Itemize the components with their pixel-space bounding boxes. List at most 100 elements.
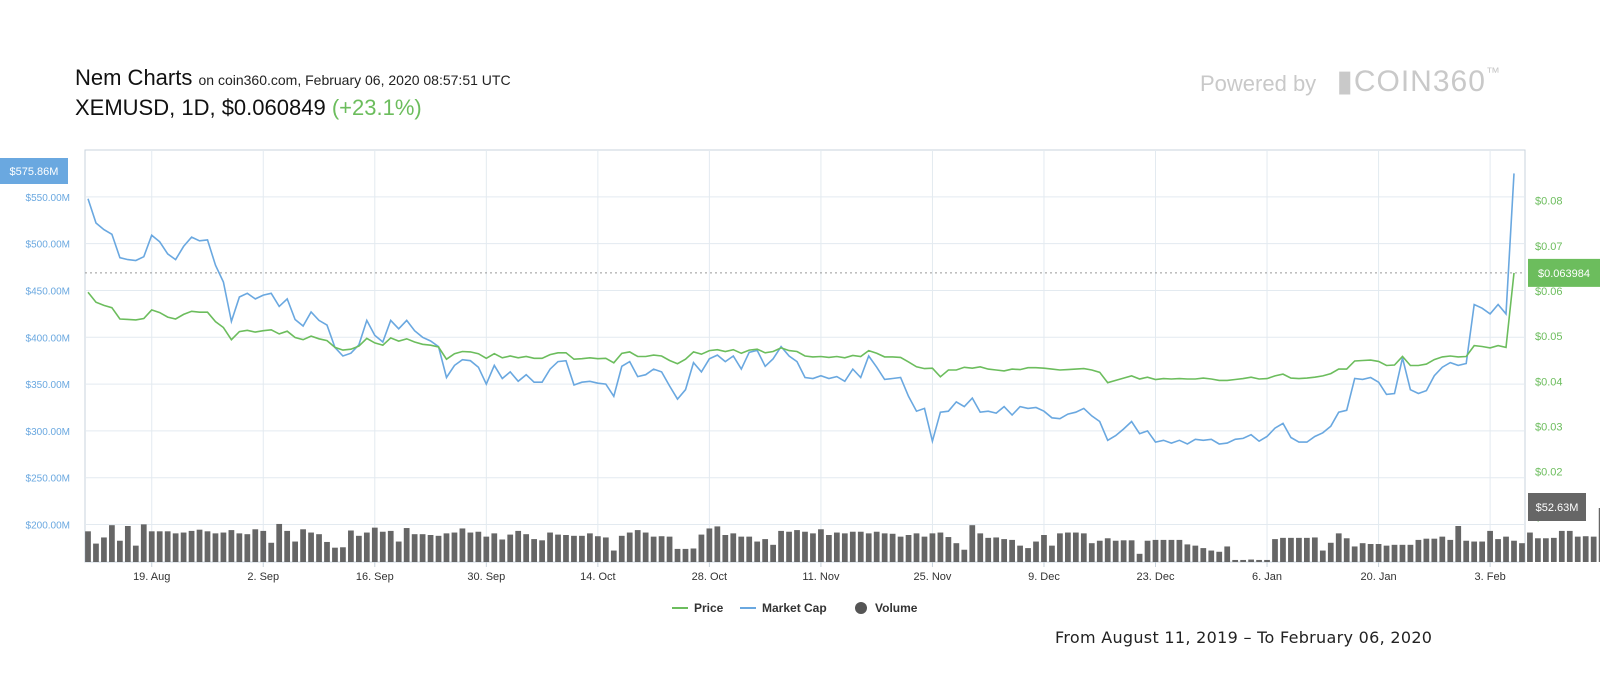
volume-bar: [435, 535, 442, 562]
legend-item-price[interactable]: Price: [672, 601, 724, 615]
volume-bar: [427, 535, 434, 562]
x-tick-label: 11. Nov: [802, 571, 840, 583]
volume-bar: [762, 539, 769, 562]
volume-bar: [594, 536, 601, 562]
volume-bar: [1240, 559, 1247, 562]
volume-bar: [857, 531, 864, 562]
volume-bar: [1550, 537, 1557, 562]
volume-bar: [881, 533, 888, 562]
left-tick-label: $300.00M: [26, 427, 70, 438]
volume-bar: [1025, 548, 1031, 562]
price-line: [87, 272, 1515, 384]
volume-bar: [1184, 544, 1191, 562]
volume-bar: [642, 532, 649, 562]
volume-bar: [730, 533, 737, 562]
volume-bar: [587, 533, 593, 562]
volume-bar: [156, 531, 163, 562]
volume-bar: [873, 531, 880, 562]
volume-bar: [674, 548, 681, 562]
volume-bar: [810, 533, 816, 562]
volume-bar: [722, 535, 729, 562]
price-badge: [1528, 258, 1600, 287]
volume-bar: [1375, 544, 1382, 562]
volume-bar: [316, 534, 322, 562]
volume-bar: [1057, 533, 1063, 562]
volume-bar: [1072, 532, 1079, 562]
volume-bar: [1407, 544, 1414, 562]
market-cap-badge: [0, 158, 68, 184]
volume-bar: [1582, 536, 1589, 562]
volume-bar: [937, 532, 944, 562]
volume-bar: [579, 535, 585, 562]
volume-bar: [1160, 539, 1167, 562]
volume-bar: [188, 530, 195, 562]
volume-bar: [841, 533, 848, 562]
volume-bar: [507, 534, 514, 562]
volume-bar: [786, 531, 792, 562]
volume-bar: [1479, 541, 1486, 562]
volume-bar: [849, 531, 856, 562]
x-tick-label: 28. Oct: [692, 571, 727, 583]
volume-bar: [626, 532, 633, 562]
volume-bar: [1088, 543, 1095, 562]
volume-bar: [371, 527, 378, 562]
volume-bar: [1511, 540, 1517, 562]
volume-bar: [475, 531, 482, 562]
volume-bar: [1383, 545, 1390, 562]
left-tick-label: $450.00M: [26, 286, 70, 297]
volume-bar: [164, 531, 171, 562]
left-tick-label: $200.00M: [26, 521, 70, 532]
volume-bar: [746, 536, 753, 562]
volume-bar: [459, 528, 466, 562]
volume-bar: [348, 530, 354, 562]
volume-bar: [714, 526, 721, 562]
volume-bar: [1152, 539, 1159, 562]
volume-bar: [1558, 530, 1565, 562]
volume-bar: [1527, 532, 1533, 562]
x-tick-label: 23. Dec: [1137, 571, 1175, 583]
volume-bar: [1471, 541, 1478, 562]
volume-bar: [93, 543, 99, 562]
volume-bar: [132, 545, 139, 562]
volume-bar: [1288, 537, 1294, 562]
volume-bar: [1280, 537, 1286, 562]
volume-bar: [1327, 542, 1334, 562]
volume-bar: [961, 549, 968, 562]
right-tick-label: $0.05: [1535, 331, 1563, 343]
volume-bar: [1590, 536, 1597, 562]
coin360-logo: ▮COIN360: [1336, 65, 1486, 98]
volume-bar: [204, 531, 211, 562]
volume-bar: [563, 535, 569, 562]
volume-bar: [308, 532, 314, 562]
x-tick-label: 30. Sep: [467, 571, 505, 583]
volume-bar: [85, 531, 91, 562]
volume-bar: [833, 532, 840, 562]
volume-bar: [196, 529, 203, 562]
volume-bar: [148, 531, 155, 562]
volume-bar: [539, 540, 545, 562]
volume-bar: [985, 537, 992, 562]
volume-bar: [1001, 539, 1008, 562]
legend-item-volume[interactable]: Volume: [855, 601, 918, 615]
volume-bar: [260, 530, 267, 562]
volume-bar: [690, 548, 697, 562]
volume-bar: [602, 537, 609, 562]
volume-bar: [101, 537, 107, 562]
volume-bar: [340, 547, 346, 562]
powered-by-brand[interactable]: Powered by ▮COIN360™: [1200, 64, 1500, 99]
volume-bar: [451, 532, 458, 562]
volume-bar: [778, 530, 784, 562]
volume-bar: [324, 541, 330, 562]
volume-bar: [1495, 539, 1501, 562]
volume-bar: [889, 533, 896, 562]
volume-bar: [355, 535, 362, 562]
volume-bar: [1136, 553, 1143, 562]
volume-bar: [1296, 537, 1302, 562]
volume-bar: [363, 532, 370, 562]
legend-item-market-cap[interactable]: Market Cap: [740, 601, 827, 615]
legend-label: Volume: [875, 601, 918, 615]
x-tick-label: 19. Aug: [133, 571, 170, 583]
x-tick-label: 16. Sep: [356, 571, 394, 583]
volume-bar: [913, 533, 920, 562]
market-cap-line: [87, 173, 1515, 445]
